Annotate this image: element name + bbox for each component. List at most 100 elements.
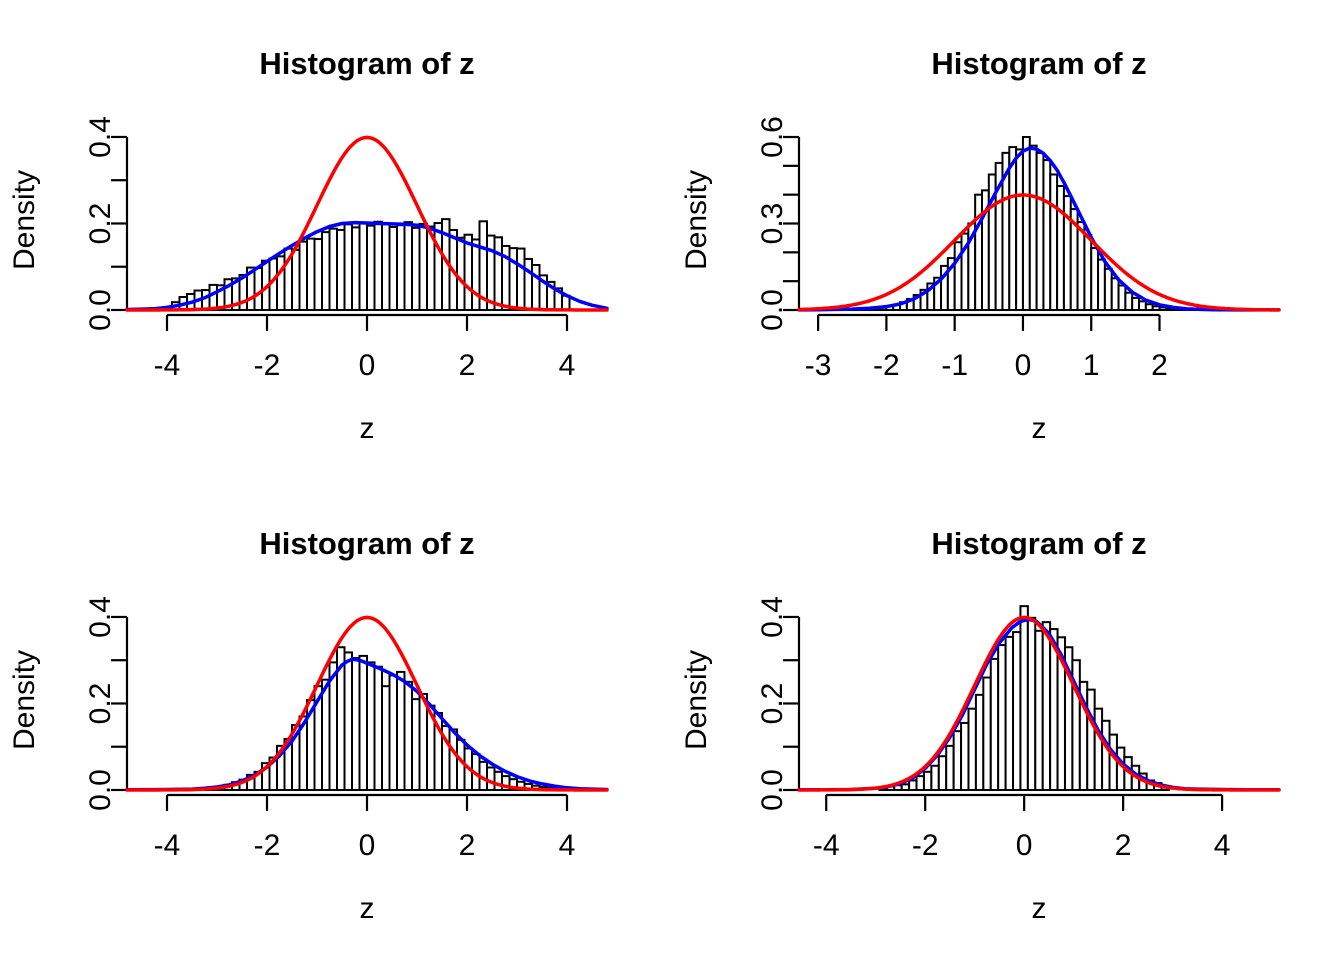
histogram-bar [1144,303,1154,312]
histogram-bar [952,730,963,791]
x-tick-label: 4 [559,349,576,382]
histogram-bar [982,676,992,791]
normal-density-curve [797,193,1281,312]
y-axis-label: Density [8,650,41,750]
panel-top-right: Histogram of z z Density -3 -2 -1 0 1 2 0.0 0.3 0.6 [672,0,1344,480]
histogram-bar [1110,277,1120,312]
histogram-bar [1103,267,1113,312]
x-tick-label: -4 [154,829,181,862]
x-tick-label: -2 [254,349,281,382]
histogram-bar [433,222,443,311]
histogram-bar [471,238,481,311]
histogram-bar [343,651,353,791]
histogram-bar [1015,148,1024,312]
histogram-bar [456,236,466,311]
x-tick-label: -2 [912,829,939,862]
histogram-bar [403,221,413,311]
histogram-bar [1097,258,1106,312]
histogram-bar [930,764,940,791]
histogram-bar [1041,621,1052,791]
histogram-bar [937,755,948,791]
histogram-bar [403,680,413,791]
normal-density-curve [125,615,609,792]
histogram-bar [418,222,428,311]
histogram-bar [321,678,331,791]
plot-top-right: Histogram of z z Density -3 -2 -1 0 1 2 0.0 0.3 0.6 [680,46,1281,445]
histogram-bar [336,228,346,311]
histogram-bar [306,237,316,311]
x-axis-label: z [1032,412,1047,445]
panel-bottom-left: Histogram of z z Density -4 -2 0 2 4 0.0 0.2 0.4 [0,480,672,960]
y-axis-label: Density [680,650,713,750]
histogram-bar [366,661,376,791]
y-tick-label: 0.0 [84,769,117,811]
histogram-bar [974,693,985,791]
histogram-bar [396,670,406,791]
histogram-bar [358,654,368,791]
histogram-bar [373,220,383,311]
histogram-bar [418,692,428,791]
histogram-bar [967,707,977,791]
histogram-bar [922,770,933,791]
histogram-bar [523,257,533,311]
panel-title: Histogram of z [931,46,1146,81]
x-tick-label: -3 [805,349,832,382]
histogram-bar [531,263,541,311]
histogram-bar [1021,136,1031,312]
x-tick-label: -4 [154,349,181,382]
x-axis-label: z [1032,892,1047,925]
x-tick-label: 0 [359,829,376,862]
y-tick-label: 0.4 [756,596,789,638]
histogram-bar [351,657,361,791]
panel-title: Histogram of z [259,526,474,561]
histogram-bar [396,224,406,311]
histogram-bar [1028,144,1038,312]
x-axis-label: z [360,892,375,925]
x-tick-label: 4 [559,829,576,862]
panel-bottom-right: Histogram of z z Density -4 -2 0 2 4 0.0 0.2 0.4 [672,480,1344,960]
histogram-bar [486,234,496,311]
histogram-bar [358,221,368,311]
histogram-bar [508,247,518,311]
x-tick-label: 0 [1015,349,1032,382]
histogram-bar [516,247,526,311]
y-tick-label: 0.2 [756,683,789,725]
histogram-bar [328,227,338,311]
histogram-bar [463,233,473,311]
histogram-bar [411,226,421,311]
histogram-bar [381,223,391,311]
x-tick-label: 0 [1016,829,1033,862]
histogram-bar [1083,234,1093,312]
histogram-bar [915,775,925,791]
y-tick-label: 0.3 [756,203,789,245]
panel-title: Histogram of z [931,526,1146,561]
histogram-bar [1158,306,1168,312]
panel-top-left: Histogram of z z Density -4 -2 0 2 4 0.0 0.2 0.4 [0,0,672,480]
histogram-bar [1012,631,1022,791]
histogram-bar [1076,221,1086,312]
x-tick-label: 2 [459,349,476,382]
histogram-bar [493,770,503,791]
histogram-bar [253,267,263,311]
histogram-bar [493,236,503,311]
x-tick-label: -2 [254,829,281,862]
histogram-bar [1117,284,1127,312]
kde-density-curve [125,220,609,312]
panel-title: Histogram of z [259,46,474,81]
x-tick-label: 0 [359,349,376,382]
histogram-bar [486,766,496,791]
histogram-bar [1131,296,1141,312]
histogram-bar [1042,159,1052,312]
histogram-bar [1019,605,1029,791]
histogram-bar [321,231,331,311]
histogram-bar [1026,616,1037,791]
histogram-bar [900,783,911,791]
histogram-bar [1124,291,1134,312]
histogram-bar [1101,719,1111,791]
histogram-bar [388,225,398,311]
x-tick-label: -2 [873,349,900,382]
kde-density-curve [797,146,1281,312]
histogram-bar [1049,173,1059,312]
histogram-bar [1108,733,1118,791]
histogram-bar [945,744,955,791]
